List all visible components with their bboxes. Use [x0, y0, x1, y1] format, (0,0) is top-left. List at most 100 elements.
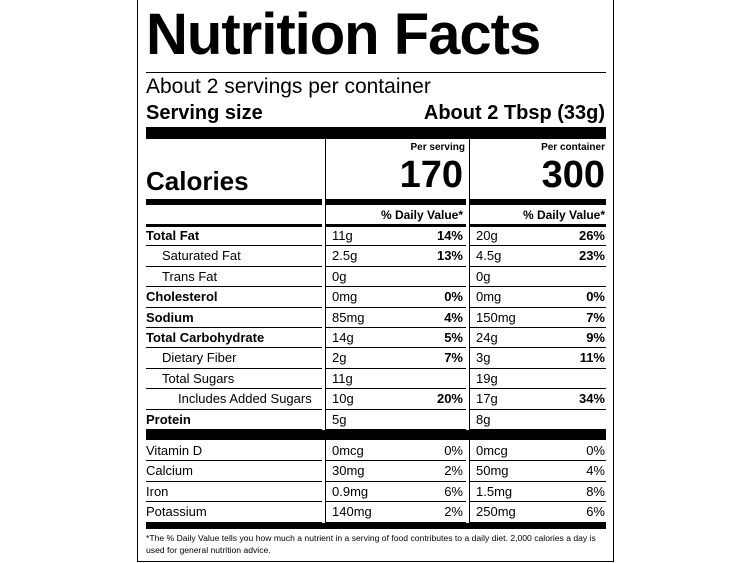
serving-dv: 20%: [436, 391, 463, 407]
serving-amount: 85mg: [332, 309, 365, 325]
container-dv: 8%: [586, 483, 605, 499]
serving-amount: 30mg: [332, 463, 365, 479]
row-divider: [146, 480, 606, 482]
row-divider: [146, 286, 606, 288]
container-dv: 34%: [578, 391, 605, 407]
row-divider: [146, 306, 606, 308]
nutrient-name: Trans Fat: [162, 268, 218, 284]
container-dv: 26%: [578, 228, 605, 243]
serving-dv: 2%: [444, 463, 463, 479]
serving-dv: 13%: [436, 248, 463, 264]
serving-size-value: About 2 Tbsp (33g): [423, 102, 605, 124]
row-divider: [146, 429, 606, 430]
container-amount: 19g: [476, 370, 498, 386]
serving-dv: 7%: [444, 350, 463, 366]
container-amount: 24g: [476, 330, 498, 345]
serving-amount: 5g: [332, 411, 347, 427]
row-divider: [146, 408, 606, 410]
nutrient-name: Includes Added Sugars: [178, 391, 312, 407]
title-divider: [146, 72, 606, 73]
row-divider: [146, 521, 606, 523]
container-amount: 0mcg: [476, 443, 508, 458]
row-divider: [146, 327, 606, 328]
container-amount: 1.5mg: [476, 483, 513, 499]
calories-per-container: 300: [541, 154, 605, 196]
serving-dv: 14%: [436, 228, 463, 243]
dv-divider: [146, 224, 606, 227]
nutrient-name: Vitamin D: [146, 443, 203, 458]
container-amount: 250mg: [476, 504, 516, 520]
container-dv: 9%: [586, 330, 605, 345]
container-dv: 0%: [586, 289, 605, 305]
calories-per-serving: 170: [399, 154, 463, 196]
serving-amount: 2.5g: [332, 248, 358, 264]
column-line-1: [325, 139, 326, 523]
serving-dv: 4%: [444, 309, 463, 325]
container-amount: 8g: [476, 411, 491, 427]
container-amount: 150mg: [476, 309, 516, 325]
serving-dv: 0%: [444, 443, 463, 458]
thick-divider-top: [146, 127, 606, 139]
container-dv: 23%: [578, 248, 605, 264]
calories-divider: [146, 199, 606, 205]
row-divider: [146, 265, 606, 267]
serving-amount: 11g: [332, 228, 353, 243]
nutrient-name: Sodium: [146, 309, 194, 325]
serving-dv: 6%: [444, 483, 463, 499]
column-gap-1: [322, 139, 326, 523]
serving-amount: 0g: [332, 268, 347, 284]
column-gap-2: [466, 139, 470, 523]
dv-header-container: % Daily Value*: [522, 208, 605, 222]
per-serving-label: Per serving: [410, 142, 465, 153]
nutrient-name: Saturated Fat: [162, 248, 241, 264]
column-line-2: [469, 139, 470, 523]
container-dv: 6%: [586, 504, 605, 520]
nutrient-name: Total Fat: [146, 228, 200, 243]
container-dv: 11%: [579, 350, 605, 366]
container-amount: 3g: [476, 350, 491, 366]
container-amount: 0mg: [476, 289, 502, 305]
row-divider: [146, 501, 606, 503]
container-amount: 0g: [476, 268, 491, 284]
serving-amount: 11g: [332, 370, 353, 386]
nutrient-name: Total Carbohydrate: [146, 330, 265, 345]
serving-dv: 5%: [444, 330, 463, 345]
dv-header-serving: % Daily Value*: [380, 208, 463, 222]
container-dv: 7%: [586, 309, 605, 325]
nutrient-name: Protein: [146, 411, 191, 427]
per-container-label: Per container: [541, 142, 605, 153]
footnote: *The % Daily Value tells you how much a …: [146, 533, 596, 555]
serving-size-label: Serving size: [146, 102, 263, 124]
row-divider: [146, 367, 606, 369]
serving-dv: 0%: [444, 289, 463, 305]
serving-amount: 10g: [332, 391, 354, 407]
container-amount: 50mg: [476, 463, 509, 479]
row-divider: [146, 347, 606, 349]
nutrition-facts-label: Nutrition Facts About 2 servings per con…: [137, 0, 614, 562]
servings-per-container: About 2 servings per container: [146, 75, 431, 98]
nutrient-name: Dietary Fiber: [162, 350, 237, 366]
footnote-divider: [146, 523, 606, 529]
container-dv: 4%: [586, 463, 605, 479]
container-amount: 20g: [476, 228, 498, 243]
nutrient-name: Potassium: [146, 504, 207, 520]
nutrient-name: Cholesterol: [146, 289, 218, 305]
serving-amount: 0mg: [332, 289, 358, 305]
serving-amount: 0mcg: [332, 443, 364, 458]
nutrient-name: Total Sugars: [162, 370, 235, 386]
container-dv: 0%: [586, 443, 605, 458]
label-title: Nutrition Facts: [146, 2, 541, 67]
nutrient-name: Iron: [146, 483, 169, 499]
serving-amount: 14g: [332, 330, 354, 345]
serving-amount: 140mg: [332, 504, 372, 520]
container-amount: 4.5g: [476, 248, 502, 264]
serving-amount: 0.9mg: [332, 483, 369, 499]
calories-label: Calories: [146, 166, 249, 196]
row-divider: [146, 388, 606, 390]
row-divider: [146, 245, 606, 247]
nutrient-name: Calcium: [146, 463, 193, 479]
thick-divider-micros: [146, 430, 606, 440]
row-divider: [146, 460, 606, 462]
container-amount: 17g: [476, 391, 498, 407]
serving-amount: 2g: [332, 350, 347, 366]
